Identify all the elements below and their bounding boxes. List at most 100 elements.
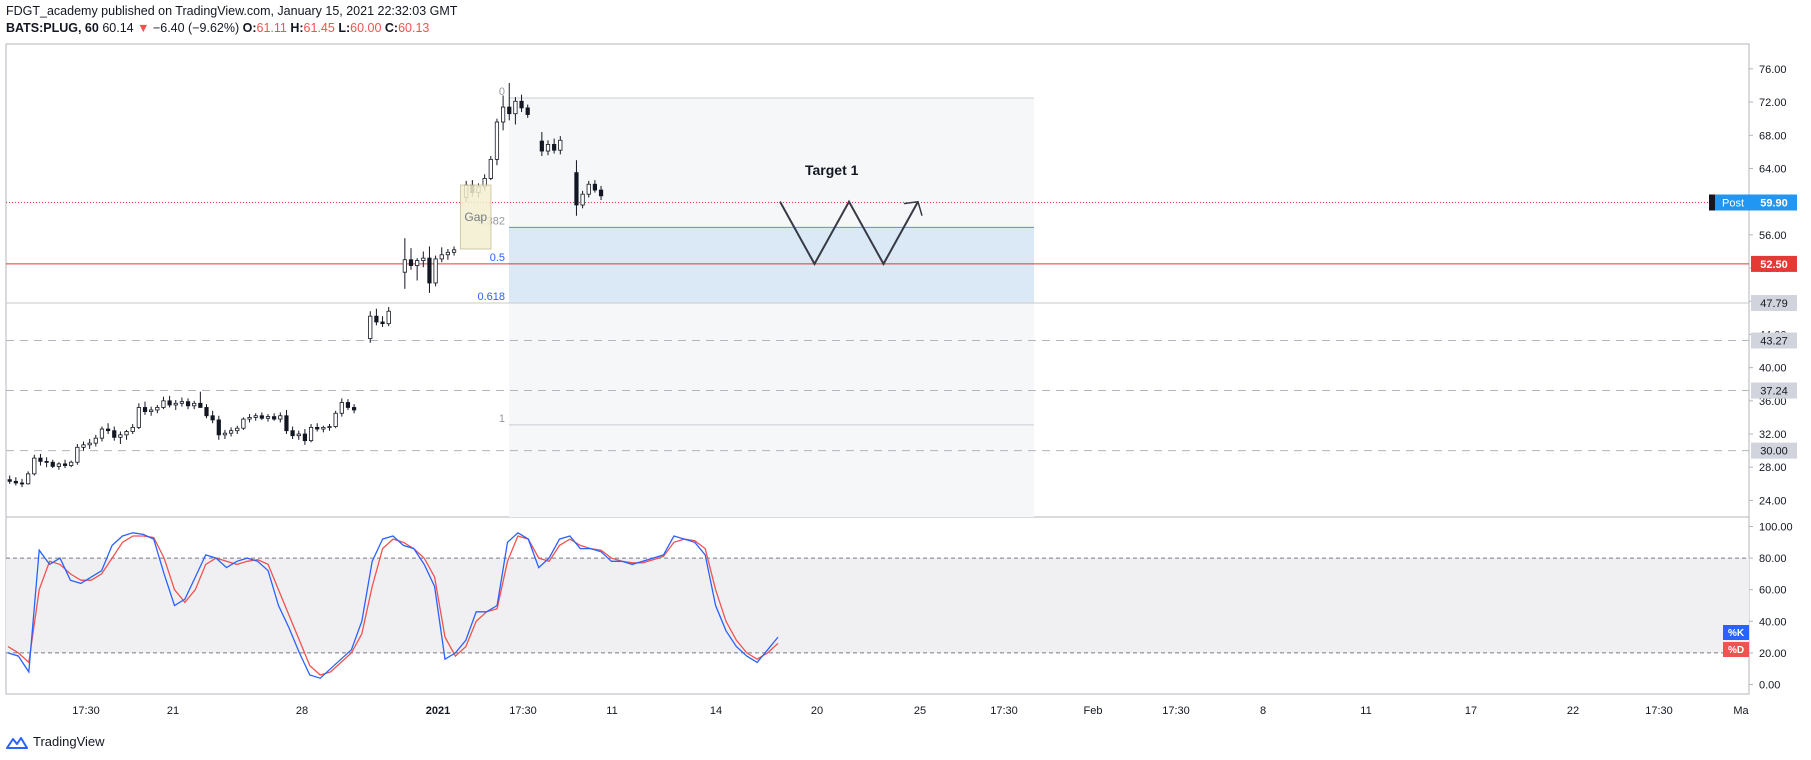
high-value: 61.45 <box>303 21 335 35</box>
candle-body <box>284 415 289 432</box>
stoch-legend-badge <box>1723 625 1749 640</box>
post-tag-label: Post <box>1722 197 1744 209</box>
candle <box>253 413 258 421</box>
candle-body <box>386 310 391 325</box>
time-tick-label: 11 <box>606 705 617 717</box>
last-price: 60.14 <box>102 21 134 35</box>
stoch-legend-badge <box>1723 642 1749 657</box>
candle-body <box>345 402 351 408</box>
candle-body <box>75 446 80 463</box>
stoch-legend-label: %K <box>1728 628 1745 639</box>
candle-body <box>118 434 123 438</box>
candles <box>7 83 604 488</box>
time-tick-label: 11 <box>1360 705 1371 717</box>
candle-body <box>427 257 432 284</box>
candle <box>327 424 332 431</box>
candle-body <box>161 400 166 408</box>
candle-body <box>265 416 271 419</box>
time-tick-label: 20 <box>811 705 823 717</box>
candle-body <box>112 430 117 438</box>
candle <box>539 131 544 157</box>
fib-label-3: 0.618 <box>477 291 505 303</box>
candle <box>368 311 373 343</box>
candle-body <box>69 461 74 466</box>
symbol-label[interactable]: BATS:PLUG, 60 <box>6 21 99 35</box>
candle-body <box>222 432 228 436</box>
gap-box <box>460 184 492 250</box>
candle-body <box>38 457 43 462</box>
candle <box>345 399 351 410</box>
gap-label: Gap <box>464 210 487 224</box>
candle-body <box>81 444 86 448</box>
candle <box>241 417 246 430</box>
tradingview-footer[interactable]: TradingView <box>6 734 105 749</box>
candle <box>296 430 301 440</box>
close-value: 60.13 <box>398 21 430 35</box>
candle-body <box>62 463 68 466</box>
candle-body <box>136 407 141 428</box>
fib-background <box>509 97 1034 517</box>
time-tick-label: 17:30 <box>1645 705 1673 717</box>
candle <box>112 426 117 441</box>
candle-body <box>204 407 209 417</box>
candle-body <box>525 107 530 115</box>
candle-body <box>272 416 277 420</box>
osc-tick-label: 60.00 <box>1759 585 1787 597</box>
candle-body <box>253 415 258 418</box>
candle-body <box>192 402 197 407</box>
candle <box>415 258 420 281</box>
price-tick-label: 28.00 <box>1759 462 1787 474</box>
candle <box>38 453 43 466</box>
level-price-badge <box>1751 442 1797 459</box>
stochastic-pane <box>6 531 1749 679</box>
candle-body <box>433 258 438 284</box>
candle-body <box>402 259 407 273</box>
candle <box>333 410 338 429</box>
candle-body <box>380 321 385 325</box>
candle-body <box>32 457 37 475</box>
candle-body <box>592 183 598 191</box>
time-tick-label: 21 <box>167 705 179 717</box>
fib-label-0: 0 <box>499 86 505 98</box>
candle-body <box>198 402 203 408</box>
candle-body <box>558 139 563 151</box>
candle <box>278 412 283 423</box>
candle <box>216 415 221 440</box>
price-tick-label: 24.00 <box>1759 495 1787 507</box>
candle <box>592 180 598 193</box>
candle-body <box>545 144 551 152</box>
osc-tick-label: 100.00 <box>1759 521 1793 533</box>
post-marker <box>1709 194 1715 211</box>
level-price-label: 43.27 <box>1760 335 1788 347</box>
open-value: 61.11 <box>256 21 287 35</box>
price-tick-label: 64.00 <box>1759 163 1787 175</box>
candle-body <box>351 407 357 411</box>
level-price-badge <box>1751 255 1797 272</box>
candle <box>210 410 215 424</box>
candle <box>421 251 426 268</box>
candle-body <box>235 427 240 432</box>
candle <box>402 238 407 289</box>
candle <box>427 246 432 293</box>
candle <box>433 255 438 287</box>
candle-body <box>7 479 12 482</box>
candle <box>142 401 148 415</box>
tradingview-logo-icon <box>6 736 28 749</box>
candle <box>155 404 160 414</box>
candle-body <box>439 254 444 260</box>
projection-path <box>779 199 919 266</box>
low-value: 60.00 <box>350 21 382 35</box>
candle-body <box>488 158 493 179</box>
candle <box>545 140 551 156</box>
candle-body <box>93 437 98 444</box>
level-price-badge <box>1751 294 1797 311</box>
candle <box>308 424 314 443</box>
candle <box>62 459 68 469</box>
candle-body <box>598 189 604 197</box>
candle-body <box>539 140 544 152</box>
candle <box>192 400 197 410</box>
time-tick-label: 17:30 <box>1162 705 1190 717</box>
candle <box>580 190 585 209</box>
